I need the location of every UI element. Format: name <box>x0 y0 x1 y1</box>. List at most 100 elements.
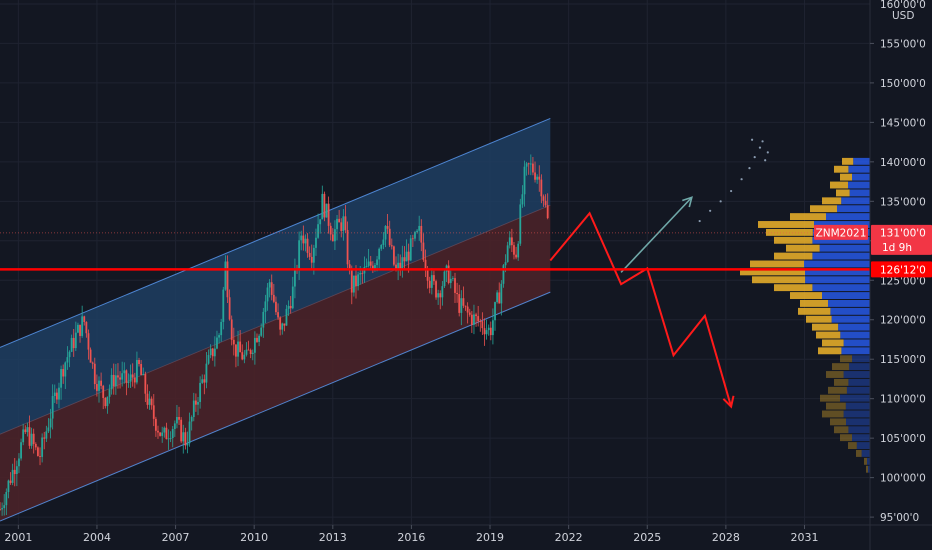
candle-body <box>0 509 1 511</box>
candle-body <box>133 377 136 383</box>
candle-body <box>378 248 381 260</box>
candle-body <box>470 314 473 325</box>
candle-body <box>506 245 509 263</box>
candle-body <box>157 430 159 433</box>
candle-body <box>439 293 442 298</box>
candle-body <box>13 469 16 475</box>
profile-bar-secondary <box>786 244 820 252</box>
candle-body <box>275 301 277 313</box>
profile-bar-secondary <box>774 284 813 292</box>
candle-body <box>281 323 284 330</box>
candle-body <box>315 237 317 248</box>
candle-body <box>291 286 294 309</box>
profile-bar-secondary <box>810 205 837 213</box>
profile-bar-primary <box>849 363 870 371</box>
candle-body <box>186 443 189 446</box>
candle-body <box>256 337 258 342</box>
channel-midline <box>0 204 551 435</box>
profile-bar-secondary <box>828 386 847 394</box>
candle-body <box>449 278 452 283</box>
candle-body <box>376 259 378 266</box>
profile-bar-secondary <box>834 378 849 386</box>
candle-body <box>239 341 242 353</box>
channel-lower-zone <box>0 205 551 522</box>
candle-body <box>232 339 235 345</box>
candle-body <box>367 261 370 266</box>
candle-body <box>228 297 231 320</box>
candle-body <box>348 264 351 270</box>
candle-body <box>319 219 322 225</box>
candle-body <box>110 374 113 390</box>
candle-body <box>165 427 168 440</box>
profile-bar-primary <box>812 284 870 292</box>
projection-dot <box>758 146 762 149</box>
candle-body <box>540 179 543 197</box>
candle-body <box>171 428 174 439</box>
candle-body <box>68 351 71 358</box>
candle-body <box>422 242 425 260</box>
y-tick-label: 125'00'0 <box>880 275 926 287</box>
candle-body <box>154 418 157 431</box>
candle-body <box>361 273 364 274</box>
candle-body <box>140 364 143 376</box>
candle-body <box>542 196 545 201</box>
x-tick-label: 2001 <box>4 531 32 544</box>
projection-dot <box>753 156 756 159</box>
y-tick-label: 160'00'0 <box>880 0 926 11</box>
candle-body <box>26 427 29 433</box>
profile-bar-secondary <box>790 213 826 221</box>
candle-body <box>102 385 105 398</box>
candle-body <box>119 377 121 380</box>
candle-body <box>546 205 549 219</box>
x-tick-label: 2028 <box>712 531 740 544</box>
candle-body <box>277 312 279 318</box>
candle-body <box>74 332 77 349</box>
candle-body <box>317 224 319 238</box>
candle-body <box>357 274 359 287</box>
candle-body <box>279 317 282 330</box>
teal-projection-arrowhead <box>682 196 693 208</box>
candle-body <box>447 265 450 283</box>
candle-body <box>433 275 435 282</box>
candle-body <box>464 305 467 307</box>
candle-body <box>117 375 119 378</box>
candle-body <box>264 301 267 312</box>
candle-body <box>395 264 397 270</box>
candle-body <box>386 226 389 229</box>
candle-body <box>209 348 212 356</box>
candle-body <box>451 278 454 279</box>
candle-body <box>405 251 408 262</box>
candle-body <box>45 431 48 439</box>
candle-body <box>426 268 429 281</box>
y-tick-label: 95'00'0 <box>880 512 919 524</box>
candle-body <box>161 432 164 436</box>
candle-body <box>342 216 345 231</box>
candle-body <box>22 429 25 443</box>
candle-body <box>340 222 343 231</box>
candle-body <box>182 432 185 442</box>
candle-body <box>93 363 96 385</box>
y-tick-label: 145'00'0 <box>880 117 926 129</box>
candle-body <box>37 447 39 456</box>
profile-bar-secondary <box>834 426 849 434</box>
candle-body <box>411 238 414 240</box>
level-lines <box>0 232 870 271</box>
symbol-label: ZNM2021 <box>816 227 867 239</box>
candle-body <box>321 193 324 220</box>
channel-edge <box>0 291 551 522</box>
candle-body <box>47 427 50 432</box>
profile-bar-secondary <box>774 252 813 260</box>
candle-body <box>146 393 149 405</box>
candle-body <box>365 265 368 268</box>
candle-body <box>83 316 86 322</box>
candle-body <box>220 321 223 336</box>
candle-body <box>352 275 355 293</box>
profile-bar-secondary <box>766 228 813 236</box>
candle-body <box>344 216 347 231</box>
profile-bar-primary <box>846 386 870 394</box>
candle-body <box>374 265 376 270</box>
candle-body <box>443 271 446 287</box>
candle-body <box>163 427 166 433</box>
